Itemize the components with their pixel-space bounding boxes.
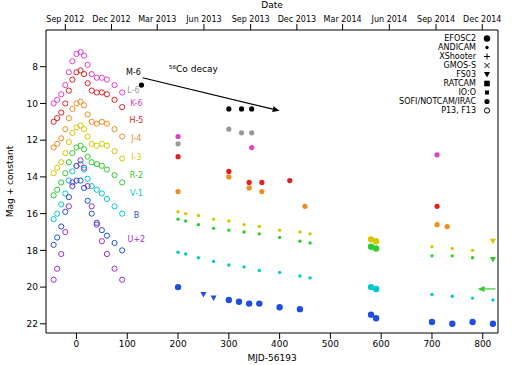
- svg-text:Mar 2013: Mar 2013: [138, 15, 176, 24]
- svg-text:I-3: I-3: [131, 153, 141, 162]
- html-text:P13, F13: P13, F13: [441, 106, 476, 115]
- svg-text:300: 300: [220, 339, 237, 349]
- svg-text:Date: Date: [261, 0, 283, 10]
- svg-text:MJD-56193: MJD-56193: [247, 353, 296, 363]
- svg-text:M-6: M-6: [126, 68, 141, 77]
- svg-text:Mar 2014: Mar 2014: [324, 15, 362, 24]
- svg-text:V-1: V-1: [130, 189, 143, 198]
- svg-text:J-4: J-4: [130, 134, 141, 143]
- svg-text:Jun 2013: Jun 2013: [185, 15, 221, 24]
- svg-text:Mag + constant: Mag + constant: [8, 145, 15, 217]
- svg-text:18: 18: [27, 246, 39, 256]
- svg-text:R-2: R-2: [130, 171, 143, 180]
- svg-text:Sep 2012: Sep 2012: [46, 15, 84, 24]
- html-text:GMOS-S: GMOS-S: [443, 61, 476, 70]
- svg-text:12: 12: [27, 135, 38, 145]
- svg-text:Dec 2013: Dec 2013: [278, 15, 316, 24]
- html-text:ANDICAM: ANDICAM: [438, 43, 476, 52]
- svg-text:Sep 2013: Sep 2013: [232, 15, 270, 24]
- svg-text:700: 700: [423, 339, 440, 349]
- svg-text:200: 200: [169, 339, 186, 349]
- html-text:SOFI/NOTCAM/IRAC: SOFI/NOTCAM/IRAC: [399, 97, 476, 106]
- html-text:IO:O: IO:O: [458, 88, 476, 97]
- svg-text:400: 400: [271, 339, 288, 349]
- svg-text:16: 16: [27, 209, 39, 219]
- svg-text:Dec 2014: Dec 2014: [463, 15, 501, 24]
- svg-text:⁵⁶Co decay: ⁵⁶Co decay: [169, 64, 219, 74]
- svg-text:600: 600: [373, 339, 390, 349]
- svg-text:Jun 2014: Jun 2014: [371, 15, 407, 24]
- svg-text:100: 100: [119, 339, 136, 349]
- svg-text:L-6: L-6: [127, 86, 139, 95]
- html-text:EFOSC2: EFOSC2: [444, 34, 476, 43]
- svg-text:K-6: K-6: [130, 99, 142, 108]
- svg-text:8: 8: [32, 62, 38, 72]
- html-text:RATCAM: RATCAM: [443, 79, 476, 88]
- svg-text:22: 22: [27, 319, 38, 329]
- svg-text:H-5: H-5: [129, 116, 143, 125]
- svg-text:10: 10: [27, 99, 39, 109]
- svg-text:800: 800: [474, 339, 491, 349]
- svg-text:20: 20: [27, 282, 39, 292]
- svg-text:Sep 2014: Sep 2014: [417, 15, 455, 24]
- svg-text:500: 500: [322, 339, 339, 349]
- html-text:FS03: FS03: [456, 70, 476, 79]
- svg-text:0: 0: [74, 339, 80, 349]
- svg-text:14: 14: [27, 172, 39, 182]
- svg-text:U+2: U+2: [128, 235, 146, 244]
- svg-text:B: B: [134, 211, 140, 220]
- html-text:XShooter: XShooter: [439, 52, 476, 61]
- svg-text:Dec 2012: Dec 2012: [92, 15, 130, 24]
